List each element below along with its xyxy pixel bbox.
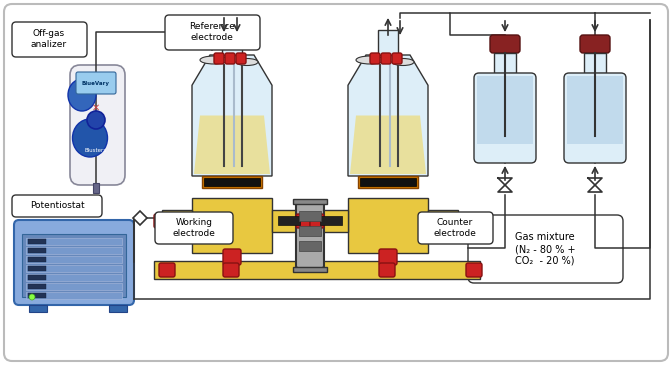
FancyBboxPatch shape (418, 212, 493, 244)
Ellipse shape (356, 56, 384, 64)
Bar (28, 284, 46, 289)
Text: BlueVary: BlueVary (82, 81, 110, 85)
Circle shape (87, 111, 105, 129)
Ellipse shape (392, 58, 414, 65)
Bar (26, 256, 122, 263)
Bar (202, 176, 262, 188)
Bar (299, 211, 321, 221)
Text: Gas mixture
(N₂ - 80 % +
CO₂  - 20 %): Gas mixture (N₂ - 80 % + CO₂ - 20 %) (515, 233, 575, 266)
FancyBboxPatch shape (214, 53, 224, 64)
Bar (26, 247, 122, 254)
Bar (162, 210, 192, 232)
Polygon shape (348, 55, 428, 176)
FancyBboxPatch shape (490, 35, 520, 53)
Bar (26, 238, 122, 245)
Bar (299, 241, 321, 251)
FancyBboxPatch shape (466, 263, 482, 277)
FancyBboxPatch shape (474, 73, 536, 163)
Bar (26, 292, 122, 299)
FancyBboxPatch shape (225, 53, 235, 64)
Text: Working
electrode: Working electrode (173, 218, 216, 238)
Bar (318, 210, 348, 232)
Text: Reference
electrode: Reference electrode (189, 22, 235, 42)
FancyBboxPatch shape (165, 15, 260, 50)
Text: Blusters: Blusters (85, 147, 107, 153)
Ellipse shape (68, 79, 96, 111)
Bar (293, 199, 327, 204)
Ellipse shape (236, 58, 258, 65)
Bar (428, 210, 458, 232)
FancyBboxPatch shape (379, 249, 397, 265)
Text: Off-gas
analizer: Off-gas analizer (31, 29, 67, 49)
Bar (348, 198, 428, 253)
FancyBboxPatch shape (381, 53, 391, 64)
FancyBboxPatch shape (14, 220, 134, 305)
FancyBboxPatch shape (155, 212, 233, 244)
FancyBboxPatch shape (452, 214, 466, 228)
FancyBboxPatch shape (236, 53, 246, 64)
Bar (278, 216, 300, 225)
Bar (154, 261, 480, 279)
Bar (29, 305, 47, 312)
Circle shape (29, 294, 35, 300)
Bar (28, 275, 46, 280)
Text: Potentiostat: Potentiostat (30, 201, 84, 211)
Bar (164, 216, 186, 225)
Bar (296, 210, 302, 232)
Bar (360, 178, 416, 186)
Bar (26, 274, 122, 281)
Bar (28, 239, 46, 244)
Bar (358, 176, 418, 188)
Bar (434, 216, 456, 225)
Bar (299, 226, 321, 236)
Bar (494, 53, 516, 73)
FancyBboxPatch shape (296, 203, 324, 268)
Bar (272, 210, 302, 232)
Bar (320, 216, 342, 225)
Bar (22, 234, 126, 297)
FancyBboxPatch shape (159, 263, 175, 277)
FancyBboxPatch shape (392, 53, 402, 64)
Bar (28, 293, 46, 298)
Bar (318, 210, 324, 232)
FancyBboxPatch shape (310, 214, 324, 228)
Bar (378, 30, 398, 55)
Bar (26, 283, 122, 290)
Text: Counter
electrode: Counter electrode (433, 218, 476, 238)
Bar (477, 76, 533, 144)
FancyBboxPatch shape (296, 214, 310, 228)
Bar (26, 265, 122, 272)
FancyBboxPatch shape (76, 72, 116, 94)
FancyBboxPatch shape (12, 22, 87, 57)
Text: ✕: ✕ (92, 103, 100, 113)
Bar (28, 248, 46, 253)
Ellipse shape (200, 56, 228, 64)
FancyBboxPatch shape (223, 249, 241, 265)
Bar (192, 198, 272, 253)
FancyBboxPatch shape (580, 35, 610, 53)
Bar (293, 267, 327, 272)
Bar (204, 178, 260, 186)
Bar (109, 305, 127, 312)
Bar (28, 257, 46, 262)
Polygon shape (350, 115, 426, 174)
FancyBboxPatch shape (154, 214, 168, 228)
Polygon shape (192, 55, 272, 176)
FancyBboxPatch shape (379, 263, 395, 277)
FancyBboxPatch shape (12, 195, 102, 217)
Ellipse shape (73, 119, 108, 157)
FancyBboxPatch shape (468, 215, 623, 283)
FancyBboxPatch shape (370, 53, 380, 64)
FancyBboxPatch shape (70, 65, 125, 185)
FancyBboxPatch shape (4, 4, 668, 361)
Polygon shape (194, 115, 270, 174)
Bar (222, 30, 242, 55)
Bar (93, 183, 99, 193)
Bar (567, 76, 623, 144)
FancyBboxPatch shape (564, 73, 626, 163)
FancyBboxPatch shape (223, 263, 239, 277)
Bar (28, 266, 46, 271)
Bar (584, 53, 606, 73)
